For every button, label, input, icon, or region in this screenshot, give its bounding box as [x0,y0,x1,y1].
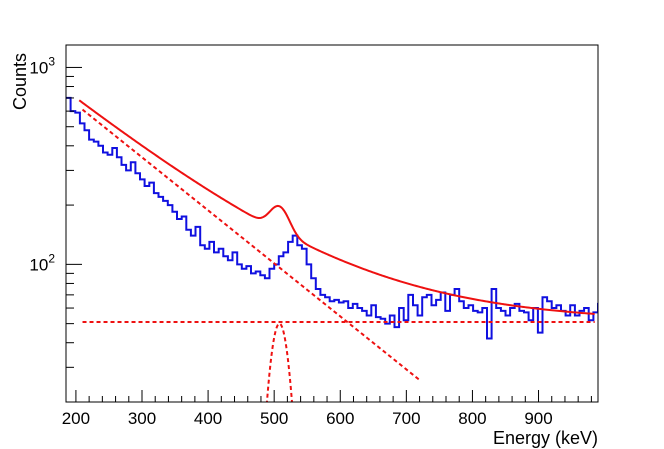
x-axis-title: Energy (keV) [493,428,598,448]
fit-exponential-component [81,108,421,381]
plot-frame [65,44,599,403]
fit-total-curve [78,99,595,315]
plot-area [66,96,598,402]
x-tick-label: 800 [458,409,486,428]
histogram-series [66,96,598,340]
x-tick-label: 400 [194,409,222,428]
y-tick-label: 103 [29,54,55,77]
x-tick-label: 500 [260,409,288,428]
y-axis-title: Counts [10,53,30,110]
x-tick-label: 900 [524,409,552,428]
x-tick-label: 200 [62,409,90,428]
axes: 200 300 400 500 600 700 800 900 102 103 [29,54,592,428]
y-tick-label: 102 [29,251,55,274]
x-tick-label: 300 [128,409,156,428]
x-tick-label: 600 [326,409,354,428]
x-tick-label: 700 [392,409,420,428]
plot-content [66,96,598,402]
